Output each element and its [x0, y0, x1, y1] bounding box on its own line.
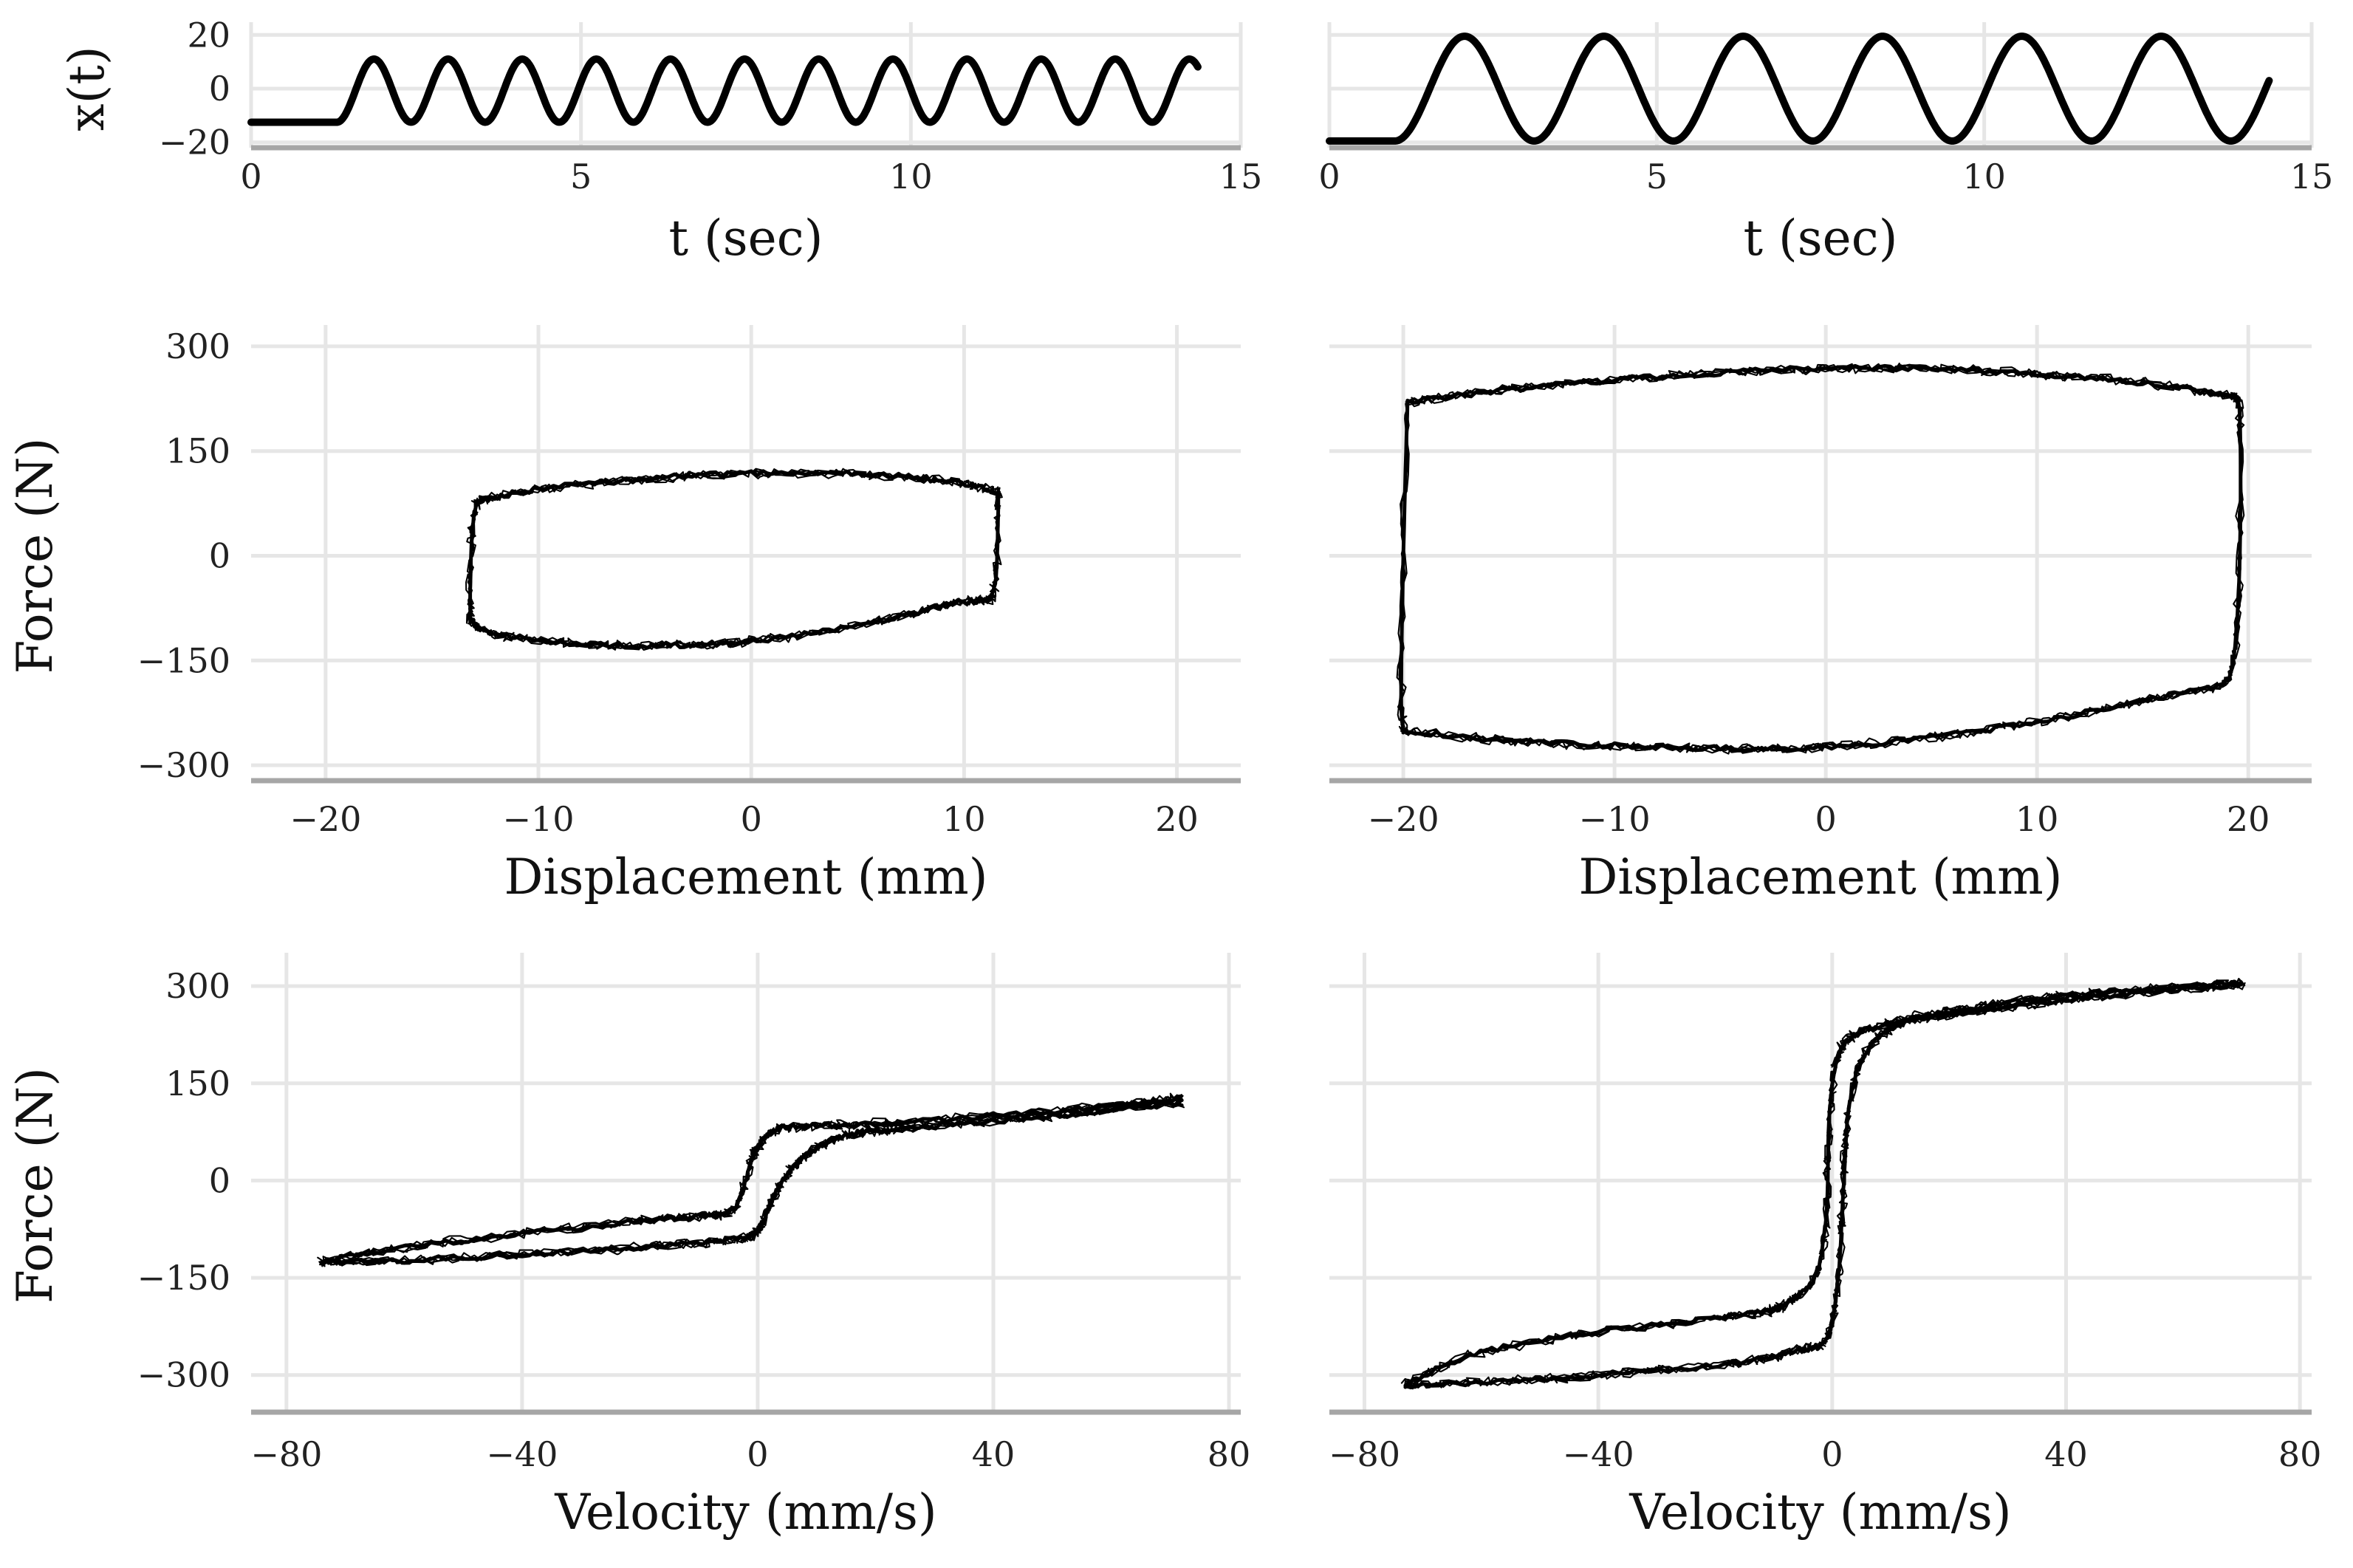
data-line-decelerating-branch [1400, 979, 2242, 1384]
y-tick-label: −300 [137, 1355, 230, 1395]
y-tick-label: 0 [209, 536, 230, 576]
x-tick-label: 40 [972, 1434, 1015, 1474]
data-line-hysteresis-loop [1399, 363, 2243, 753]
x-tick-label: 10 [942, 799, 986, 839]
x-tick-label: 0 [1821, 1434, 1843, 1474]
data-line-accelerating-branch [1404, 981, 2242, 1388]
data-line-x-t- [1326, 32, 2273, 145]
x-tick-label: 5 [570, 157, 592, 196]
data-line-hysteresis-loop [1396, 362, 2245, 755]
data-line-decelerating-branch [1403, 977, 2244, 1389]
x-tick-label: −20 [1368, 799, 1439, 839]
x-tick-label: 20 [1155, 799, 1199, 839]
data-line-hysteresis-loop [1397, 363, 2245, 754]
y-tick-label: −150 [137, 640, 230, 680]
x-axis-label: Displacement (mm) [504, 849, 988, 905]
y-tick-label: 150 [165, 431, 230, 471]
x-axis-label: Velocity (mm/s) [1628, 1484, 2011, 1541]
data-line-decelerating-branch [1403, 979, 2244, 1389]
x-tick-label: 10 [2015, 799, 2059, 839]
data-line-hysteresis-loop [465, 468, 1003, 651]
x-tick-label: 0 [741, 799, 762, 839]
x-axis-label: Displacement (mm) [1579, 849, 2063, 905]
y-tick-label: −20 [159, 123, 230, 162]
x-tick-label: 40 [2044, 1434, 2088, 1474]
x-tick-label: 20 [2227, 799, 2270, 839]
x-tick-label: −80 [1329, 1434, 1400, 1474]
y-tick-label: 300 [165, 966, 230, 1006]
x-tick-label: 0 [1815, 799, 1837, 839]
data-line-accelerating-branch [317, 1098, 1182, 1267]
x-tick-label: 80 [2278, 1434, 2322, 1474]
x-tick-label: 80 [1208, 1434, 1251, 1474]
x-tick-label: 0 [747, 1434, 768, 1474]
data-line-decelerating-branch [318, 1092, 1184, 1267]
y-tick-label: 0 [209, 1160, 230, 1200]
y-tick-label: −300 [137, 745, 230, 785]
y-axis-label: x(t) [58, 46, 115, 131]
data-line-accelerating-branch [1404, 980, 2241, 1388]
x-tick-label: −20 [290, 799, 361, 839]
data-line-decelerating-branch [1404, 981, 2241, 1384]
data-line-hysteresis-loop [467, 468, 1001, 650]
data-line-hysteresis-loop [468, 470, 1001, 649]
x-tick-label: −80 [250, 1434, 322, 1474]
data-line-accelerating-branch [1405, 979, 2246, 1390]
x-tick-label: −10 [502, 799, 574, 839]
panel-displacement-time-right: 0 5 10 15 t (sec) [1318, 22, 2333, 267]
y-axis-label: Force (N) [7, 1067, 64, 1304]
y-tick-label: 150 [165, 1064, 230, 1103]
x-tick-label: 15 [2290, 157, 2334, 196]
panel-displacement-time-left: 0 5 10 15 20 0 −20 t (sec) x(t) [58, 15, 1262, 267]
x-axis-label: t (sec) [669, 210, 823, 267]
data-line-decelerating-branch [1404, 979, 2243, 1386]
x-tick-label: 15 [1219, 157, 1263, 196]
data-line-accelerating-branch [1404, 980, 2246, 1390]
data-line-hysteresis-loop [468, 469, 1001, 650]
panel-force-velocity-right: −80 −40 0 40 80 Velocity (mm/s) [1329, 953, 2321, 1541]
x-tick-label: 10 [889, 157, 933, 196]
y-tick-label: 20 [187, 15, 230, 55]
data-line-x-t- [247, 55, 1202, 126]
data-line-hysteresis-loop [466, 468, 1001, 651]
data-line-hysteresis-loop [1398, 363, 2244, 753]
panel-force-displacement-right: −20 −10 0 10 20 Displacement (mm) [1329, 325, 2312, 905]
data-line-accelerating-branch [321, 1100, 1185, 1267]
x-tick-label: −40 [486, 1434, 558, 1474]
y-tick-label: 0 [209, 69, 230, 109]
data-line-hysteresis-loop [1399, 364, 2242, 753]
panel-force-displacement-left: −20 −10 0 10 20 300 150 0 −150 −300 Displacement (… [7, 325, 1241, 905]
x-axis-label: Velocity (mm/s) [554, 1484, 936, 1541]
data-line-accelerating-branch [1403, 981, 2244, 1389]
y-axis-label: Force (N) [7, 438, 64, 674]
x-tick-label: −10 [1579, 799, 1651, 839]
panel-force-velocity-left: −80 −40 0 40 80 300 150 0 −150 −300 Velocity (mm/s… [7, 953, 1250, 1541]
y-tick-label: 300 [165, 326, 230, 366]
y-tick-label: −150 [137, 1258, 230, 1298]
x-tick-label: 0 [240, 157, 261, 196]
x-axis-label: t (sec) [1744, 210, 1898, 267]
x-tick-label: −40 [1563, 1434, 1634, 1474]
x-tick-label: 10 [1962, 157, 2006, 196]
x-tick-label: 5 [1646, 157, 1668, 196]
x-tick-label: 0 [1318, 157, 1340, 196]
